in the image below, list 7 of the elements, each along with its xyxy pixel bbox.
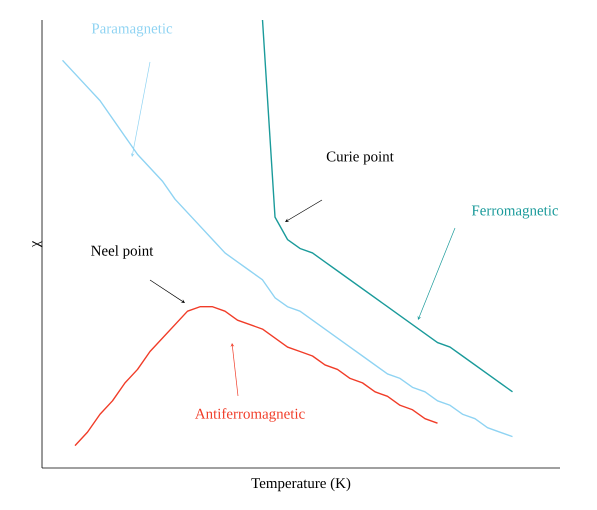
x-axis-title: Temperature (K): [251, 478, 350, 492]
annotation: Curie point: [326, 151, 394, 165]
text: Ferromagnetic: [472, 205, 558, 219]
text: Paramagnetic: [92, 23, 172, 37]
annotation: Neel point: [91, 245, 154, 259]
text: Antiferromagnetic: [194, 408, 305, 422]
y-axis-title: χ: [32, 240, 42, 248]
